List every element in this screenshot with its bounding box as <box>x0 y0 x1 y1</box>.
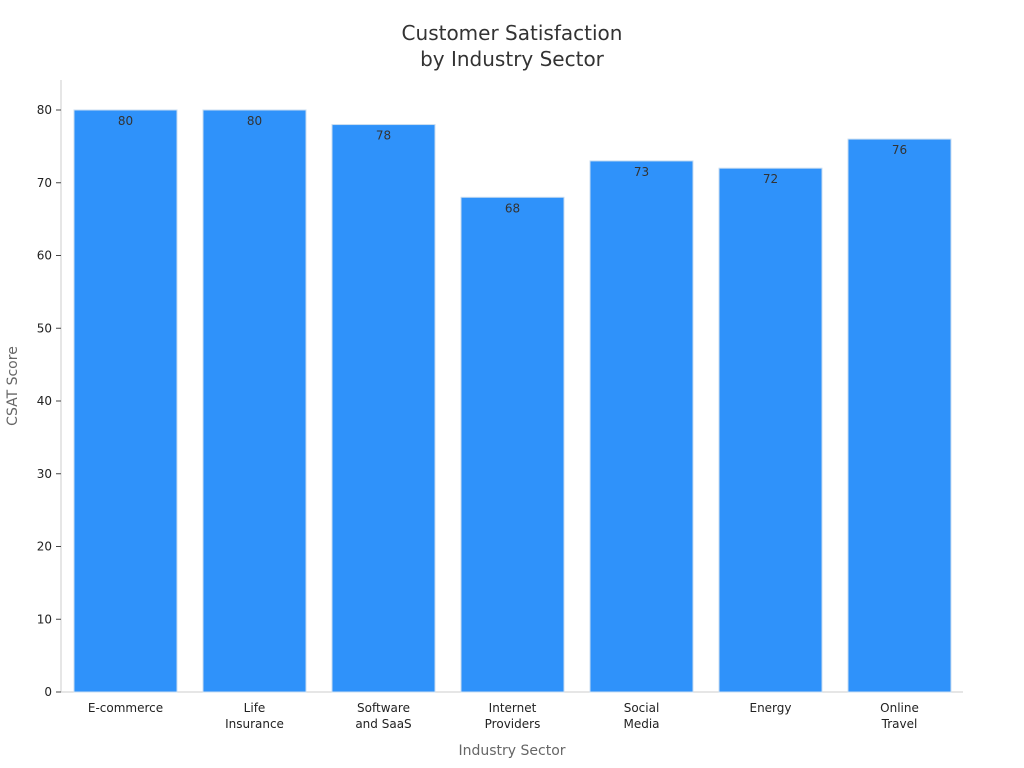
y-tick-label: 30 <box>37 467 52 481</box>
bar <box>589 160 694 693</box>
y-tick-label: 60 <box>37 249 52 263</box>
bar-value-label: 80 <box>118 114 133 128</box>
x-tick-label-line: Software <box>357 701 410 715</box>
bar <box>331 124 436 693</box>
x-tick-label-line: Media <box>623 717 659 731</box>
bar-value-label: 73 <box>634 165 649 179</box>
x-tick-label-line: Travel <box>881 717 918 731</box>
x-tick-label: Life Insurance <box>225 701 284 731</box>
y-tick-label: 10 <box>37 612 52 626</box>
bar-value-label: 68 <box>505 201 520 215</box>
x-tick-label-line: Online <box>880 701 919 715</box>
chart-title-line-1: Customer Satisfaction <box>402 21 623 45</box>
bar <box>202 109 307 693</box>
x-tick-label: Internet Providers <box>485 701 541 731</box>
bar <box>460 196 565 693</box>
y-tick-label: 20 <box>37 540 52 554</box>
x-tick-label: Online Travel <box>880 701 919 731</box>
x-tick-label-line: Providers <box>485 717 541 731</box>
bar <box>718 167 823 693</box>
y-tick-label: 70 <box>37 176 52 190</box>
x-tick-label-line: Life <box>244 701 266 715</box>
x-tick-label: E-commerce <box>88 701 163 715</box>
x-tick-label-line: Insurance <box>225 717 284 731</box>
x-tick-label-line: Internet <box>489 701 537 715</box>
x-tick-label-line: and SaaS <box>355 717 411 731</box>
x-tick-label: Energy <box>749 701 791 715</box>
chart-marks: 0 10 20 30 40 50 60 70 80 80 E-commerce 80 Life Insur… <box>37 80 963 731</box>
bar-value-label: 72 <box>763 172 778 186</box>
x-tick-label-line: E-commerce <box>88 701 163 715</box>
x-tick-label-line: Energy <box>749 701 791 715</box>
bar-value-label: 80 <box>247 114 262 128</box>
y-tick-label: 40 <box>37 394 52 408</box>
x-tick-label: Software and SaaS <box>355 701 411 731</box>
y-tick-label: 50 <box>37 321 52 335</box>
bar-value-label: 78 <box>376 129 391 143</box>
y-tick-label: 80 <box>37 103 52 117</box>
y-tick-label: 0 <box>44 685 52 699</box>
bar-value-label: 76 <box>892 143 907 157</box>
chart-title-line-2: by Industry Sector <box>420 47 605 71</box>
x-axis-label: Industry Sector <box>458 743 565 759</box>
x-tick-label-line: Social <box>624 701 660 715</box>
y-axis-label: CSAT Score <box>5 346 21 426</box>
x-tick-label: Social Media <box>623 701 659 731</box>
bar <box>847 138 952 693</box>
bar <box>73 109 178 693</box>
